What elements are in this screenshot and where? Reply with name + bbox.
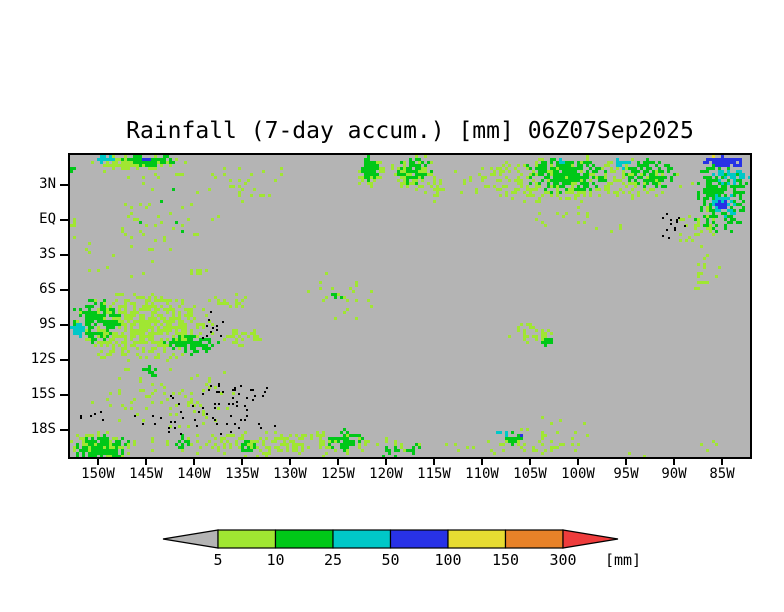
x-tick-mark — [625, 459, 627, 465]
colorbar: 5 10 25 50 100 150 300 [mm] — [162, 529, 641, 569]
y-tick-mark — [60, 288, 68, 291]
colorbar-underflow-arrow — [162, 529, 219, 549]
colorbar-band-cyan — [332, 529, 392, 549]
x-tick-label: 125W — [321, 466, 355, 482]
y-tick-label: 12S — [30, 351, 56, 367]
y-tick-label: 15S — [30, 386, 56, 402]
colorbar-tick-label: 150 — [492, 551, 519, 569]
colorbar-tick-label: 25 — [324, 551, 342, 569]
y-tick-mark — [60, 253, 68, 256]
x-tick-label: 140W — [177, 466, 211, 482]
y-tick-mark — [60, 429, 68, 431]
x-tick-mark — [385, 459, 387, 465]
colorbar-tick-label: 100 — [434, 551, 461, 569]
y-tick-label: 6S — [39, 280, 56, 297]
y-tick-label: EQ — [39, 210, 56, 227]
x-tick-label: 145W — [129, 466, 163, 482]
x-tick-label: 135W — [225, 466, 259, 482]
x-tick-label: 110W — [465, 466, 499, 482]
y-tick-label: 3N — [39, 175, 56, 192]
colorbar-unit-label: [mm] — [605, 551, 641, 569]
x-tick-mark — [289, 459, 291, 465]
y-tick-label: 18S — [30, 421, 56, 437]
x-tick-label: 130W — [273, 466, 307, 482]
x-tick-mark — [529, 459, 531, 465]
y-tick-mark — [60, 323, 68, 326]
x-tick-mark — [721, 459, 723, 465]
x-tick-mark — [673, 459, 675, 465]
colorbar-tick-label: 50 — [381, 551, 399, 569]
colorbar-tick-label: 10 — [266, 551, 284, 569]
x-tick-mark — [577, 459, 579, 465]
y-tick-mark — [60, 394, 68, 396]
x-tick-mark — [337, 459, 339, 465]
y-tick-label: 3S — [39, 245, 56, 262]
y-tick-mark — [60, 359, 68, 361]
rainfall-field-canvas — [70, 155, 750, 457]
x-tick-mark — [241, 459, 243, 465]
x-tick-label: 100W — [561, 466, 595, 482]
x-tick-mark — [145, 459, 147, 465]
colorbar-band-yellow — [447, 529, 507, 549]
colorbar-overflow-arrow — [562, 529, 619, 549]
y-tick-label: 9S — [39, 315, 56, 332]
x-tick-label: 90W — [661, 466, 687, 482]
x-tick-mark — [97, 459, 99, 465]
x-tick-label: 105W — [513, 466, 547, 482]
x-tick-label: 150W — [81, 466, 115, 482]
x-tick-mark — [433, 459, 435, 465]
plot-title: Rainfall (7-day accum.) [mm] 06Z07Sep202… — [126, 118, 694, 144]
x-tick-label: 85W — [709, 466, 735, 482]
map-plot-area — [68, 153, 752, 459]
x-tick-mark — [481, 459, 483, 465]
y-tick-mark — [60, 183, 68, 186]
colorbar-band-orange — [504, 529, 564, 549]
colorbar-band-green — [274, 529, 334, 549]
x-tick-label: 115W — [417, 466, 451, 482]
x-tick-mark — [193, 459, 195, 465]
colorbar-band-blue — [389, 529, 449, 549]
colorbar-tick-label: 5 — [213, 551, 222, 569]
colorbar-band-lightgreen — [217, 529, 277, 549]
x-tick-label: 120W — [369, 466, 403, 482]
x-tick-label: 95W — [613, 466, 639, 482]
colorbar-tick-label: 300 — [549, 551, 576, 569]
y-tick-mark — [60, 218, 68, 221]
